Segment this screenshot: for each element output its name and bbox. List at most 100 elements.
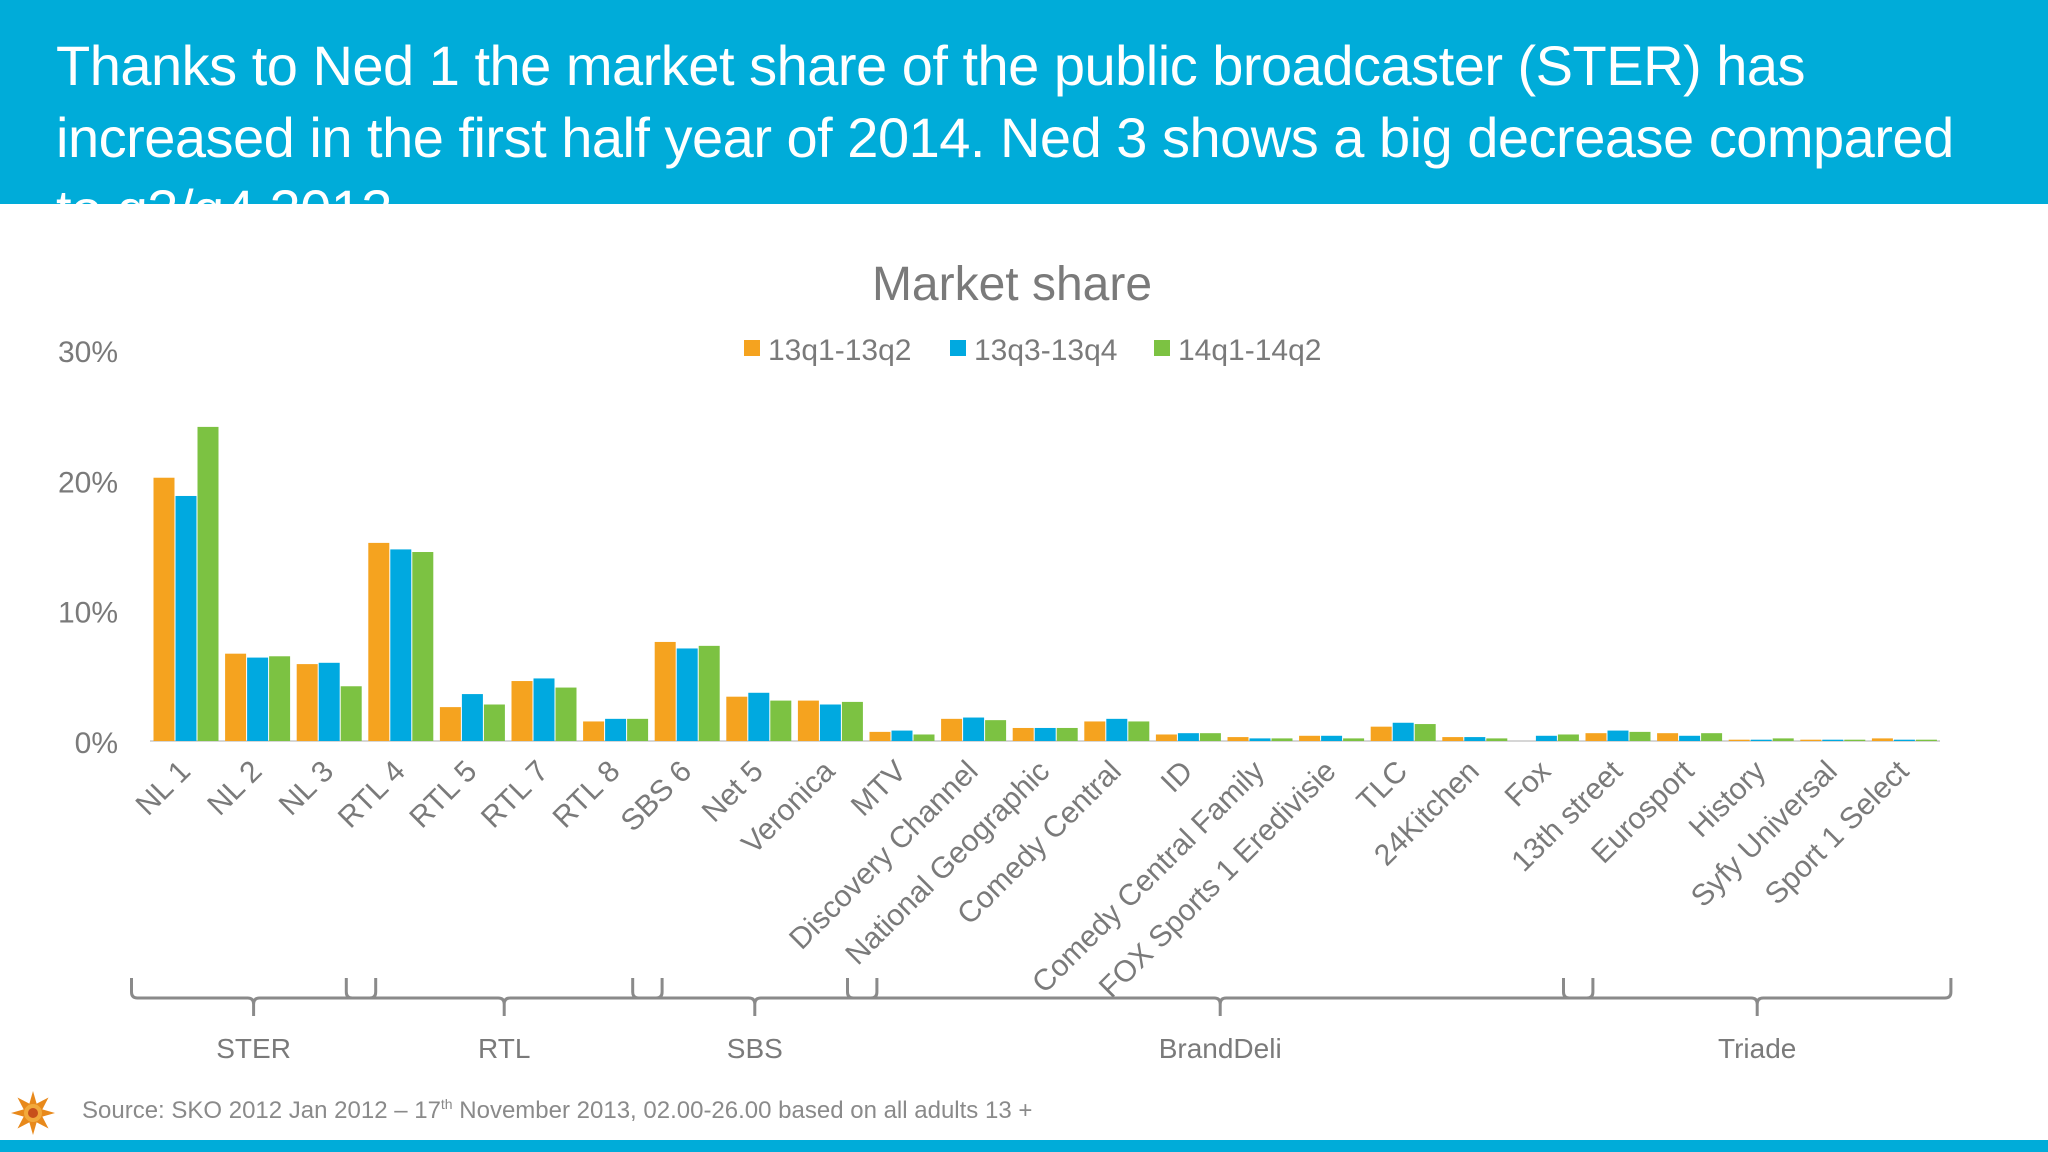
bar	[891, 730, 913, 741]
bar	[1915, 739, 1937, 741]
bar	[941, 718, 963, 741]
bar	[175, 495, 197, 741]
bar	[583, 721, 605, 741]
legend-label: 14q1-14q2	[1178, 334, 1321, 367]
bar	[676, 648, 698, 741]
bar	[1535, 735, 1557, 741]
bar	[1177, 733, 1199, 741]
legend-swatch	[1154, 340, 1170, 356]
bar	[269, 656, 291, 741]
bar	[1271, 738, 1293, 741]
legend-label: 13q1-13q2	[768, 334, 911, 367]
x-tick-label: Fox	[1499, 755, 1558, 814]
group-brace	[846, 978, 1595, 1016]
bar	[412, 552, 434, 741]
bar	[1343, 738, 1365, 741]
sun-logo-icon	[10, 1090, 56, 1141]
source-text-after: November 2013, 02.00-26.00 based on all …	[452, 1097, 1033, 1124]
bar	[1679, 735, 1701, 741]
group-brace	[344, 978, 664, 1016]
x-tick-label: SBS 6	[615, 755, 698, 838]
bar	[1106, 718, 1128, 741]
y-tick-label: 0%	[75, 727, 118, 760]
chart-legend: 13q1-13q2 13q3-13q4 14q1-14q2	[744, 334, 1321, 367]
y-tick-label: 30%	[58, 336, 118, 369]
group-brace	[1562, 978, 1953, 1016]
y-axis: 0% 10% 20% 30%	[58, 336, 118, 760]
bar	[698, 645, 720, 741]
bar	[318, 662, 340, 741]
x-tick-label: NL 2	[201, 755, 268, 822]
bar	[390, 549, 412, 741]
group-label: SBS	[727, 1033, 783, 1064]
bar	[1414, 724, 1436, 741]
bar	[1321, 735, 1343, 741]
group-brace	[631, 978, 879, 1016]
bar	[1056, 727, 1078, 741]
bar	[1772, 738, 1794, 741]
legend-swatch	[744, 340, 760, 356]
bar	[1822, 739, 1844, 741]
group-brace	[130, 978, 378, 1016]
x-tick-label: RTL 7	[475, 755, 555, 835]
y-tick-label: 10%	[58, 597, 118, 630]
bar	[439, 707, 461, 741]
chart-title: Market share	[872, 258, 1152, 311]
bar	[197, 426, 219, 741]
bar	[985, 720, 1007, 741]
bar	[1701, 733, 1723, 741]
bar	[1844, 739, 1866, 741]
group-label: Triade	[1718, 1033, 1796, 1064]
bar	[869, 731, 891, 741]
bar	[1370, 726, 1392, 741]
header-banner: Thanks to Ned 1 the market share of the …	[0, 0, 2048, 241]
group-label: STER	[216, 1033, 291, 1064]
bar	[1728, 739, 1750, 741]
bar	[153, 477, 175, 741]
slide-title: Thanks to Ned 1 the market share of the …	[56, 34, 1954, 241]
bar	[1607, 730, 1629, 741]
bar	[797, 700, 819, 741]
bar	[1155, 734, 1177, 741]
bar	[1249, 738, 1271, 741]
legend-swatch	[950, 340, 966, 356]
bar	[1750, 739, 1772, 741]
bar	[1012, 727, 1034, 741]
bar	[748, 692, 770, 741]
group-label: RTL	[478, 1033, 530, 1064]
bars	[153, 426, 1937, 741]
channel-groups: STER RTL SBS BrandDeli Triade	[130, 978, 1953, 1064]
group-label: BrandDeli	[1159, 1033, 1282, 1064]
bar	[1299, 735, 1321, 741]
bar	[555, 687, 577, 741]
x-tick-label: NL 1	[130, 755, 197, 822]
bar	[225, 653, 247, 741]
bar	[627, 718, 649, 741]
bar	[963, 717, 985, 741]
bar	[1486, 738, 1508, 741]
bar	[1227, 737, 1249, 741]
bar	[1585, 733, 1607, 741]
bar	[340, 686, 362, 741]
bar	[1392, 722, 1414, 741]
bar	[483, 704, 505, 741]
x-tick-label: NL 3	[273, 755, 340, 822]
bar	[1800, 739, 1822, 741]
source-text-before: Source: SKO 2012 Jan 2012 – 17	[82, 1097, 441, 1124]
bar	[819, 704, 841, 741]
market-share-chart: Market share 13q1-13q2 13q3-13q4 14q1-14q2…	[58, 258, 1953, 1064]
x-tick-label: TLC	[1351, 755, 1414, 818]
x-tick-label: RTL 8	[547, 755, 627, 835]
bar	[1893, 739, 1915, 741]
x-tick-label: RTL 4	[332, 755, 412, 835]
bar	[654, 641, 676, 741]
bar	[1464, 737, 1486, 741]
y-tick-label: 20%	[58, 466, 118, 499]
legend-label: 13q3-13q4	[974, 334, 1117, 367]
bar	[605, 718, 627, 741]
bar	[1128, 721, 1150, 741]
bar	[1442, 737, 1464, 741]
bar	[1199, 733, 1221, 741]
bar	[726, 696, 748, 741]
bar	[1034, 727, 1056, 741]
